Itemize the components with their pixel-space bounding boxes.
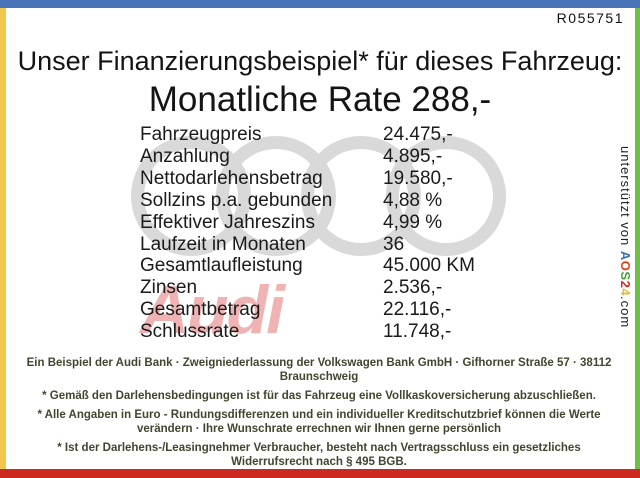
aos24-logo: AOS24 [618, 251, 633, 296]
row-label: Laufzeit in Monaten [140, 233, 306, 255]
table-row: Anzahlung 4.895,- [140, 146, 560, 168]
row-label: Schlussrate [140, 321, 240, 343]
row-value: 24.475,- [383, 124, 453, 145]
page-title: Unser Finanzierungsbeispiel* für dieses … [17, 46, 623, 76]
supporter-strip: unterstützt von AOS24.com [618, 146, 633, 328]
row-label: Anzahlung [140, 145, 230, 167]
aos24-logo-letter: 2 [618, 280, 633, 289]
table-row: Laufzeit in Monaten 36 [140, 234, 560, 256]
row-label: Nettodarlehensbetrag [140, 167, 323, 189]
disclaimer-widerruf: * Ist der Darlehens-/Leasingnehmer Verbr… [57, 442, 581, 468]
disclaimer-angaben: * Alle Angaben in Euro - Rundungsdiffere… [37, 409, 601, 435]
aos24-logo-letter: O [618, 260, 633, 272]
row-value: 36 [383, 233, 405, 255]
disclaimer-vollkasko: * Gemäß den Darlehensbedingungen ist für… [42, 390, 596, 402]
aos24-logo-letter: 4 [618, 288, 633, 297]
table-row: Gesamtbetrag 22.116,- [140, 299, 560, 321]
row-label: Zinsen [140, 277, 198, 299]
financing-table: Fahrzeugpreis 24.475,- Anzahlung 4.895,-… [140, 124, 560, 343]
row-value: 45.000 KM [383, 255, 475, 277]
monthly-rate-headline: Monatliche Rate 288,- [148, 80, 492, 119]
frame-left-bar [0, 8, 6, 469]
row-value: 4,99 % [383, 211, 443, 233]
supporter-suffix: .com [618, 296, 633, 329]
row-value: 22.116,- [383, 299, 452, 321]
row-label: Fahrzeugpreis [140, 124, 262, 145]
frame-right-bar [635, 8, 640, 469]
audi-rings-watermark [131, 136, 506, 256]
aos24-logo-letter: S [618, 271, 633, 281]
row-label: Gesamtlaufleistung [140, 255, 303, 277]
table-row: Zinsen 2.536,- [140, 277, 560, 299]
table-row: Gesamtlaufleistung 45.000 KM [140, 255, 560, 277]
audi-text-watermark: Audi [140, 272, 285, 348]
disclaimer-block: Ein Beispiel der Audi Bank · Zweignieder… [12, 356, 626, 474]
row-value: 19.580,- [383, 167, 453, 189]
table-row: Schlussrate 11.748,- [140, 321, 560, 343]
aos24-logo-letter: A [618, 250, 633, 261]
frame-bottom-bar [0, 469, 640, 478]
table-row: Effektiver Jahreszins 4,99 % [140, 212, 560, 234]
table-row: Fahrzeugpreis 24.475,- [140, 124, 560, 146]
disclaimer-bank: Ein Beispiel der Audi Bank · Zweignieder… [26, 357, 612, 383]
supporter-prefix: unterstützt von [618, 146, 633, 251]
table-row: Nettodarlehensbetrag 19.580,- [140, 168, 560, 190]
row-label: Effektiver Jahreszins [140, 211, 315, 233]
row-label: Sollzins p.a. gebunden [140, 189, 333, 211]
reference-number: R055751 [556, 10, 624, 26]
frame-top-bar [0, 0, 640, 8]
row-value: 2.536,- [383, 277, 443, 299]
table-row: Sollzins p.a. gebunden 4,88 % [140, 190, 560, 212]
row-value: 11.748,- [383, 321, 452, 343]
row-value: 4,88 % [383, 189, 443, 211]
row-value: 4.895,- [383, 145, 443, 167]
row-label: Gesamtbetrag [140, 299, 261, 321]
